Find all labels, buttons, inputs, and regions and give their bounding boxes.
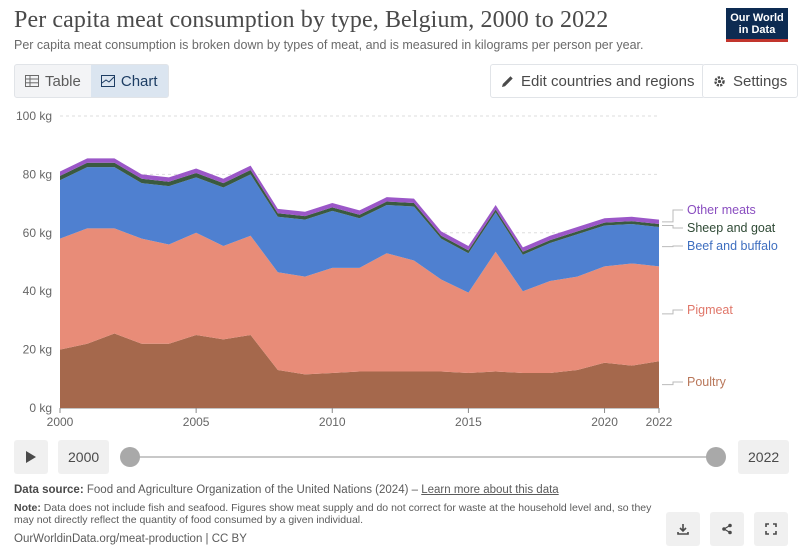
legend-label-beef-and-buffalo: Beef and buffalo [687,239,778,253]
download-icon [677,524,689,535]
timeline-track[interactable] [128,456,716,458]
edit-countries-button[interactable]: Edit countries and regions [490,64,706,98]
edit-countries-label: Edit countries and regions [521,72,695,90]
legend-connector [662,245,683,248]
note-text: Data does not include fish and seafood. … [14,502,652,526]
fullscreen-button[interactable] [754,512,788,546]
y-tick-label: 60 kg [23,226,52,240]
area-chart: 0 kg 20 kg 40 kg 60 kg 80 kg 100 kg 2000 2005 20… [16,109,778,429]
table-icon [25,75,39,87]
x-tick-label: 2015 [455,415,482,429]
settings-button[interactable]: Settings [702,64,799,98]
legend-label-other-meats: Other meats [687,203,756,217]
legend-label-sheep-and-goat: Sheep and goat [687,221,776,235]
settings-label: Settings [733,72,788,90]
source-url[interactable]: OurWorldinData.org/meat-production | CC … [14,533,247,545]
legend-connector [662,225,683,229]
x-tick-label: 2005 [183,415,210,429]
x-tick-label: 2010 [319,415,346,429]
y-tick-label: 80 kg [23,167,52,181]
owid-logo[interactable]: Our World in Data [726,8,788,42]
fullscreen-icon [765,523,777,535]
start-year-handle[interactable] [120,447,140,467]
tab-table[interactable]: Table [15,65,91,97]
area-poultry [60,333,659,408]
y-tick-label: 40 kg [23,284,52,298]
logo-line-1: Our World [730,12,784,24]
learn-more-link[interactable]: Learn more about this data [421,484,559,496]
area-beef-and-buffalo [60,167,659,293]
end-year-handle[interactable] [706,447,726,467]
legend-connector [662,209,683,223]
end-year-box[interactable]: 2022 [738,440,790,474]
source-text: Food and Agriculture Organization of the… [86,484,419,496]
area-sheep-and-goat [60,162,659,255]
note-label: Note: [14,502,41,514]
area-pigmeat [60,228,659,375]
play-icon [26,451,36,463]
play-button[interactable] [14,440,48,474]
timeline: 2000 2022 [14,440,790,474]
x-tick-label: 2022 [646,415,673,429]
view-tabs: Table Chart [14,64,169,98]
legend-label-pigmeat: Pigmeat [687,303,733,317]
x-tick-label: 2020 [591,415,618,429]
legend-connector [662,381,683,386]
pencil-icon [502,75,513,87]
source-label: Data source: [14,484,84,496]
y-tick-label: 0 kg [29,401,52,415]
page-subtitle: Per capita meat consumption is broken do… [14,38,644,52]
download-button[interactable] [666,512,700,546]
data-source: Data source: Food and Agriculture Organi… [14,484,559,496]
legend-connector [662,309,683,315]
area-other-meats [60,158,659,252]
y-tick-label: 20 kg [23,343,52,357]
gear-icon [714,75,725,87]
x-tick-label: 2000 [47,415,74,429]
share-icon [722,523,732,535]
page-title: Per capita meat consumption by type, Bel… [14,7,609,33]
tab-chart[interactable]: Chart [90,65,168,97]
tab-table-label: Table [45,72,81,90]
tab-chart-label: Chart [120,72,158,90]
start-year-box[interactable]: 2000 [58,440,110,474]
share-button[interactable] [710,512,744,546]
legend-label-poultry: Poultry [687,375,727,389]
chart-icon [100,75,115,87]
y-tick-label: 100 kg [16,109,52,123]
logo-line-2: in Data [738,24,776,36]
note: Note: Data does not include fish and sea… [14,502,654,526]
